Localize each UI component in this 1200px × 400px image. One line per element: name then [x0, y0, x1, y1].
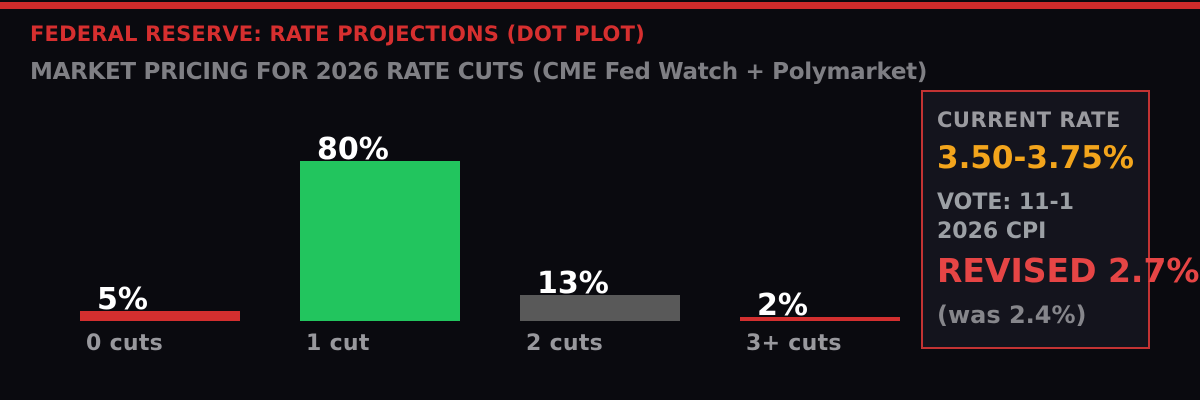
top-accent-bar	[0, 2, 1200, 9]
category-label-2-cuts: 2 cuts	[526, 331, 604, 356]
cpi-revised-value: REVISED 2.7%	[937, 251, 1200, 290]
value-label-0-cuts: 5%	[97, 282, 148, 317]
cpi-year-label: 2026 CPI	[937, 219, 1047, 244]
bar-3+-cuts	[740, 317, 900, 321]
value-label-3+-cuts: 2%	[757, 288, 808, 323]
category-label-3+-cuts: 3+ cuts	[746, 331, 842, 356]
bar-1-cut	[300, 161, 460, 321]
value-label-1-cut: 80%	[317, 132, 389, 167]
category-label-0-cuts: 0 cuts	[86, 331, 164, 356]
chart-subtitle: MARKET PRICING FOR 2026 RATE CUTS (CME F…	[30, 59, 928, 85]
bar-chart: 5% 0 cuts 80% 1 cut 13% 2 cuts 2% 3+ cuts	[80, 132, 900, 356]
bar-2-cuts	[520, 295, 680, 321]
current-rate-value: 3.50-3.75%	[937, 140, 1134, 176]
category-label-1-cut: 1 cut	[306, 331, 370, 356]
vote-count: VOTE: 11-1	[937, 190, 1074, 215]
bar-0-cuts	[80, 311, 240, 321]
value-label-2-cuts: 13%	[537, 266, 609, 301]
chart-title: FEDERAL RESERVE: RATE PROJECTIONS (DOT P…	[30, 22, 645, 46]
current-rate-label: CURRENT RATE	[937, 108, 1121, 132]
info-panel: CURRENT RATE 3.50-3.75% VOTE: 11-1 2026 …	[921, 90, 1200, 349]
cpi-previous-value: (was 2.4%)	[937, 301, 1087, 329]
